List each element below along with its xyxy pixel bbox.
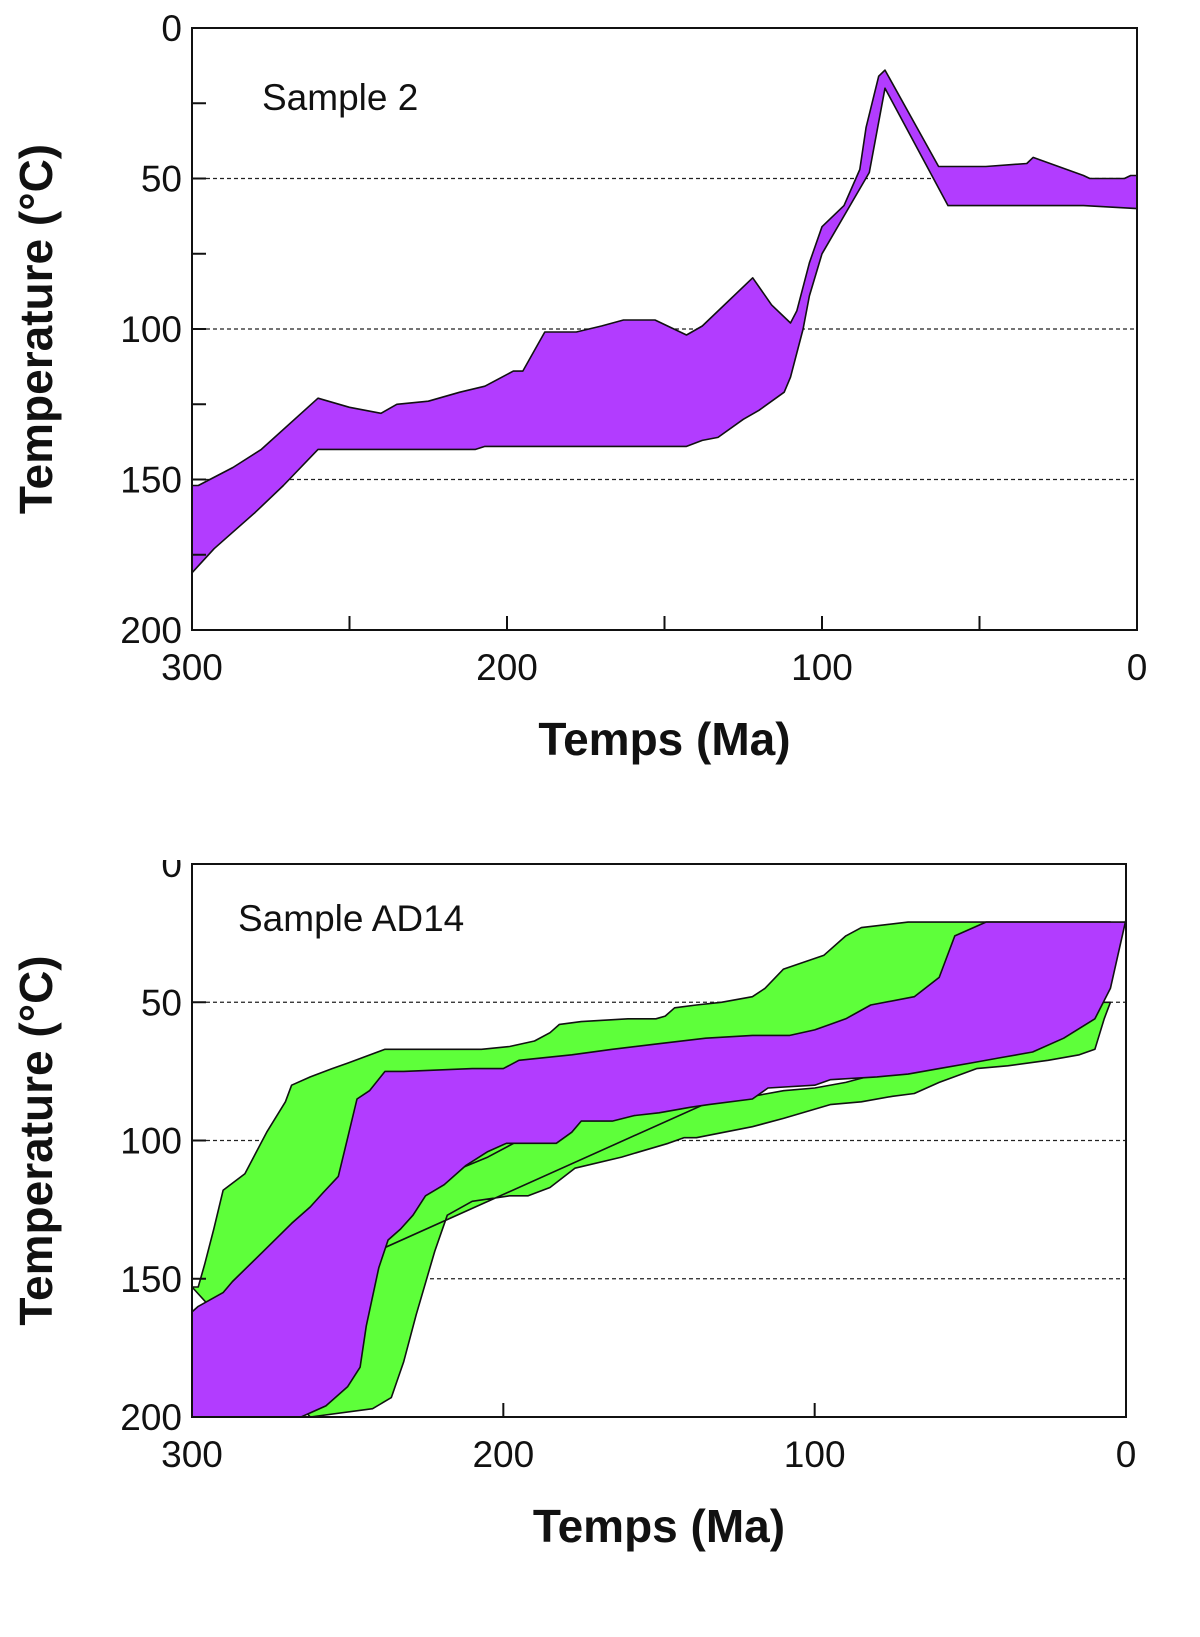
sample-label: Sample AD14 bbox=[238, 898, 464, 939]
y-tick-label: 0 bbox=[161, 860, 182, 885]
y-tick-label: 150 bbox=[120, 460, 182, 501]
y-tick-label: 100 bbox=[120, 1121, 182, 1162]
y-tick-label: 50 bbox=[141, 159, 182, 200]
y-tick-label: 200 bbox=[120, 610, 182, 651]
sample-label: Sample 2 bbox=[262, 77, 418, 118]
y-tick-label: 200 bbox=[120, 1397, 182, 1438]
y-tick-label: 0 bbox=[161, 8, 182, 49]
x-tick-label: 200 bbox=[472, 1434, 534, 1475]
x-tick-label: 0 bbox=[1116, 1434, 1137, 1475]
x-tick-label: 0 bbox=[1127, 647, 1148, 688]
x-tick-label: 100 bbox=[784, 1434, 846, 1475]
y-tick-label: 150 bbox=[120, 1259, 182, 1300]
y-tick-label: 50 bbox=[141, 982, 182, 1023]
x-tick-label: 300 bbox=[161, 1434, 223, 1475]
x-axis-label: Temps (Ma) bbox=[538, 713, 790, 765]
series-envelope-2 bbox=[191, 918, 1127, 1418]
y-axis-label: Temperature (°C) bbox=[10, 955, 62, 1325]
x-tick-label: 300 bbox=[161, 647, 223, 688]
y-tick-label: 100 bbox=[120, 309, 182, 350]
x-axis-label: Temps (Ma) bbox=[533, 1500, 785, 1552]
series-envelope-1 bbox=[191, 69, 1138, 574]
x-tick-label: 200 bbox=[476, 647, 538, 688]
y-axis-label: Temperature (°C) bbox=[10, 144, 62, 514]
x-tick-label: 100 bbox=[791, 647, 853, 688]
